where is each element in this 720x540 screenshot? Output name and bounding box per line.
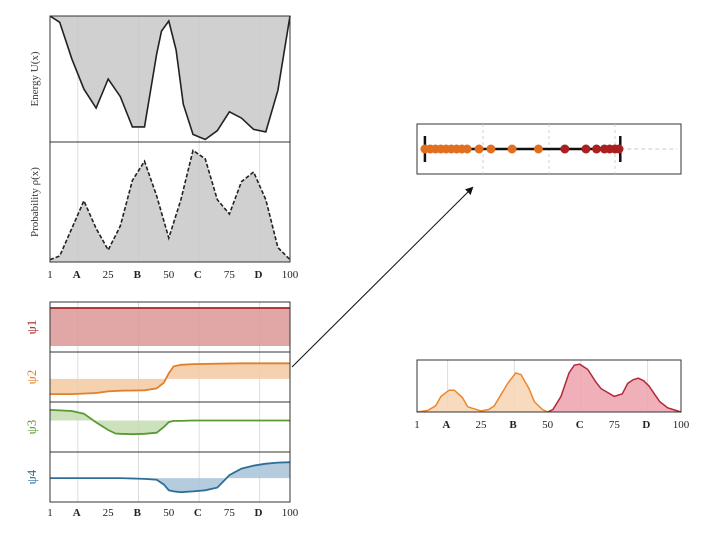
proj-point-12 [533, 144, 543, 154]
probability-panel: Probability ρ(x) 1 A 25 B 50 C 75 D 100 [29, 141, 299, 281]
dens-frame [416, 359, 682, 413]
dens-xtick-1: A [442, 419, 450, 431]
projection-arrow [291, 186, 474, 368]
prob-frame [49, 141, 291, 263]
proj-point-19 [614, 144, 624, 154]
psi3-frame [49, 401, 291, 453]
dens-xtick-2: 25 [476, 419, 488, 431]
prob-xtick-4: 50 [163, 269, 175, 281]
proj-point-15 [592, 144, 602, 154]
prob-xtick-1: A [73, 269, 81, 281]
dens-xtick-5: C [576, 419, 584, 431]
energy-ylabel: Energy U(x) [29, 51, 41, 106]
proj-point-14 [581, 144, 591, 154]
dens-xtick-6: 75 [609, 419, 621, 431]
psi4-label: ψ4 [24, 469, 39, 484]
proj-point-10 [486, 144, 496, 154]
proj-point-8 [462, 144, 472, 154]
psi1-label: ψ1 [24, 320, 39, 335]
prob-xtick-2: 25 [103, 269, 115, 281]
psi3-area [50, 409, 290, 435]
density-panel: 1 A 25 B 50 C 75 D 100 [414, 359, 690, 431]
prob-xtick-3: B [134, 269, 142, 281]
psi4-frame [49, 451, 291, 503]
psi2-label: ψ2 [24, 370, 39, 385]
proj-point-11 [507, 144, 517, 154]
psi-xtick-6: 75 [224, 507, 236, 519]
prob-xtick-7: D [255, 269, 263, 281]
prob-xtick-5: C [194, 269, 202, 281]
psi3-curve [49, 409, 290, 436]
dens-xtick-4: 50 [542, 419, 554, 431]
dens-red-area [547, 364, 681, 412]
psi4-area [50, 462, 290, 493]
projection-panel [416, 123, 682, 175]
psi-xtick-2: 25 [103, 507, 115, 519]
prob-xtick-8: 100 [282, 269, 299, 281]
psi-xtick-1: A [73, 507, 81, 519]
psi-xtick-7: D [255, 507, 263, 519]
energy-panel: Energy U(x) [29, 15, 291, 143]
psi-xtick-4: 50 [163, 507, 175, 519]
energy-area [50, 16, 290, 140]
psi-xtick-8: 100 [282, 507, 299, 519]
psi-xtick-3: B [134, 507, 142, 519]
psi2-curve [50, 362, 290, 395]
psi4-curve [50, 461, 291, 494]
psi-xtick-0: 1 [47, 507, 53, 519]
psi-panel: ψ1 ψ2 ψ3 ψ4 1 A 25 B 50 C 75 D 100 [24, 301, 299, 519]
dens-xtick-0: 1 [414, 419, 420, 431]
dens-xtick-8: 100 [673, 419, 690, 431]
psi1-area [50, 308, 290, 346]
psi2-area [50, 363, 290, 395]
prob-xtick-6: 75 [224, 269, 236, 281]
dens-xtick-3: B [509, 419, 517, 431]
prob-area [50, 150, 290, 262]
dens-red-curve [547, 363, 682, 413]
psi3-label: ψ3 [24, 420, 39, 435]
dens-orange-area [417, 373, 548, 412]
proj-point-9 [474, 144, 484, 154]
prob-xtick-0: 1 [47, 269, 53, 281]
dens-xtick-7: D [642, 419, 650, 431]
dens-orange-curve [416, 372, 549, 413]
prob-ylabel: Probability ρ(x) [29, 167, 41, 237]
psi-xtick-5: C [194, 507, 202, 519]
energy-curve [49, 15, 291, 141]
prob-curve [49, 149, 291, 261]
proj-point-13 [560, 144, 570, 154]
